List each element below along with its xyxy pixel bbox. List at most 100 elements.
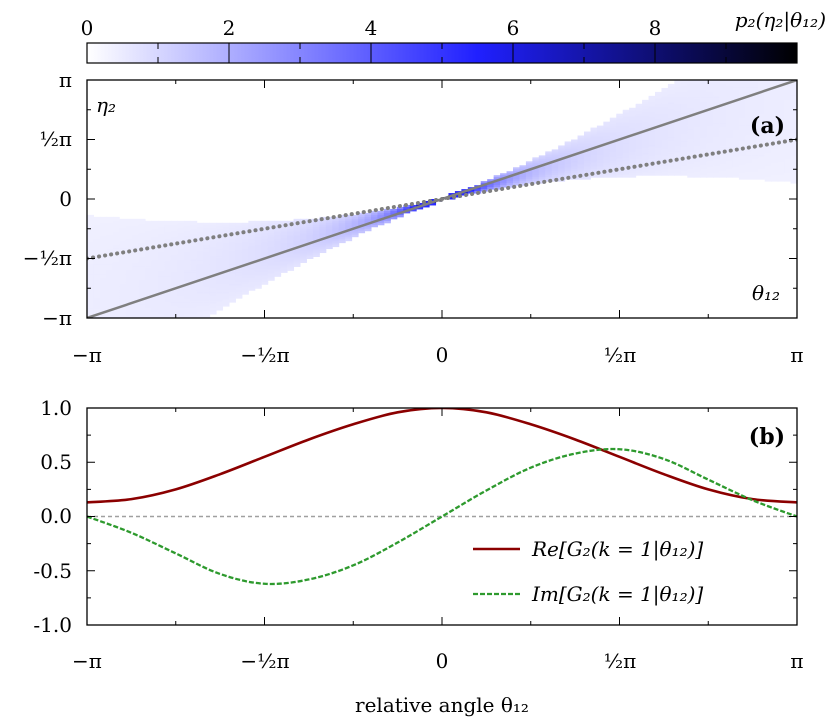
heatmap-cell	[125, 258, 133, 261]
heatmap-cell	[248, 226, 256, 230]
heatmap-cell	[87, 248, 94, 252]
heatmap-cell	[125, 290, 133, 293]
heatmap-cell	[590, 127, 598, 131]
heatmap-cell	[564, 161, 572, 164]
heatmap-cell	[751, 109, 759, 113]
heatmap-cell	[680, 97, 688, 101]
heatmap-cell	[480, 181, 488, 184]
heatmap-cell	[758, 155, 766, 158]
heatmap-cell	[196, 268, 204, 271]
heatmap-cell	[183, 254, 191, 258]
heatmap-cell	[125, 298, 133, 301]
heatmap-cell	[248, 288, 256, 291]
heatmap-cell	[177, 310, 185, 313]
heatmap-cell	[674, 89, 682, 93]
heatmap-cell	[345, 218, 353, 222]
heatmap-cell	[764, 115, 772, 119]
heatmap-cell	[590, 151, 598, 154]
heatmap-cell	[635, 159, 643, 162]
heatmap-cell	[93, 226, 101, 230]
heatmap-cell	[209, 222, 217, 226]
heatmap-cell	[119, 292, 127, 295]
heatmap-cell	[87, 286, 94, 289]
heatmap-cell	[209, 300, 217, 303]
heatmap-cell	[306, 224, 314, 228]
heatmap-cell	[312, 228, 320, 232]
heatmap-cell	[209, 260, 217, 263]
heatmap-cell	[629, 171, 637, 174]
heatmap-cell	[642, 139, 650, 142]
heatmap-cell	[777, 85, 785, 89]
heatmap-cell	[680, 131, 688, 135]
heatmap-cell	[680, 125, 688, 129]
heatmap-cell	[590, 155, 598, 158]
heatmap-cell	[216, 256, 224, 259]
heatmap-cell	[87, 288, 94, 291]
heatmap-cell	[203, 316, 211, 318]
heatmap-cell	[790, 83, 797, 87]
heatmap-cell	[119, 240, 127, 244]
heatmap-cell	[790, 119, 797, 123]
heatmap-cell	[674, 169, 682, 172]
heatmap-cell	[177, 300, 185, 303]
heatmap-cell	[196, 292, 204, 295]
heatmap-cell	[622, 137, 630, 140]
heatmap-cell	[87, 302, 94, 305]
heatmap-cell	[590, 131, 598, 135]
heatmap-cell	[577, 145, 585, 148]
heatmap-cell	[132, 314, 140, 317]
heatmap-cell	[661, 107, 669, 111]
heatmap-cell	[190, 234, 198, 238]
heatmap-cell	[655, 111, 662, 115]
heatmap-cell	[771, 163, 779, 166]
heatmap-cell	[706, 81, 714, 85]
heatmap-cell	[177, 228, 185, 232]
heatmap-cell	[177, 248, 185, 252]
heatmap-cell	[125, 266, 133, 269]
heatmap-cell	[706, 111, 714, 115]
heatmap-cell	[177, 232, 185, 236]
heatmap-cell	[667, 91, 675, 95]
heatmap-cell	[771, 101, 779, 105]
heatmap-cell	[745, 131, 753, 135]
heatmap-cell	[680, 127, 688, 131]
heatmap-cell	[106, 246, 114, 250]
heatmap-cell	[112, 264, 120, 267]
heatmap-cell	[745, 137, 753, 140]
heatmap-cell	[777, 105, 785, 109]
heatmap-cell	[751, 113, 759, 117]
heatmap-cell	[196, 222, 204, 226]
heatmap-cell	[254, 286, 262, 289]
heatmap-cell	[300, 254, 307, 258]
heatmap-cell	[241, 238, 249, 242]
heatmap-cell	[706, 137, 714, 140]
heatmap-cell	[751, 80, 759, 83]
heatmap-cell	[519, 167, 527, 170]
heatmap-cell	[87, 256, 94, 259]
heatmap-cell	[726, 129, 733, 133]
heatmap-cell	[267, 236, 275, 240]
heatmap-cell	[222, 248, 230, 252]
heatmap-cell	[706, 129, 714, 133]
heatmap-cell	[177, 230, 185, 234]
heatmap-cell	[661, 155, 669, 158]
heatmap-cell	[151, 252, 159, 256]
heatmap-cell	[158, 256, 165, 259]
eta-axis-label: η₂	[96, 93, 116, 117]
heatmap-cell	[745, 111, 753, 115]
heatmap-cell	[667, 165, 675, 168]
heatmap-cell	[267, 266, 275, 269]
heatmap-cell	[635, 103, 643, 107]
heatmap-cell	[241, 244, 249, 248]
legend: Re[G₂(k = 1|θ₁₂)] Im[G₂(k = 1|θ₁₂)]	[473, 537, 703, 607]
heatmap-cell	[151, 232, 159, 236]
heatmap-cell	[196, 294, 204, 297]
heatmap-cell	[674, 103, 682, 107]
heatmap-cell	[790, 143, 797, 146]
heatmap-cell	[145, 224, 153, 228]
heatmap-cell	[764, 155, 772, 158]
heatmap-cell	[713, 145, 721, 148]
heatmap-cell	[771, 145, 779, 148]
heatmap-cell	[306, 252, 314, 256]
heatmap-cell	[706, 173, 714, 176]
